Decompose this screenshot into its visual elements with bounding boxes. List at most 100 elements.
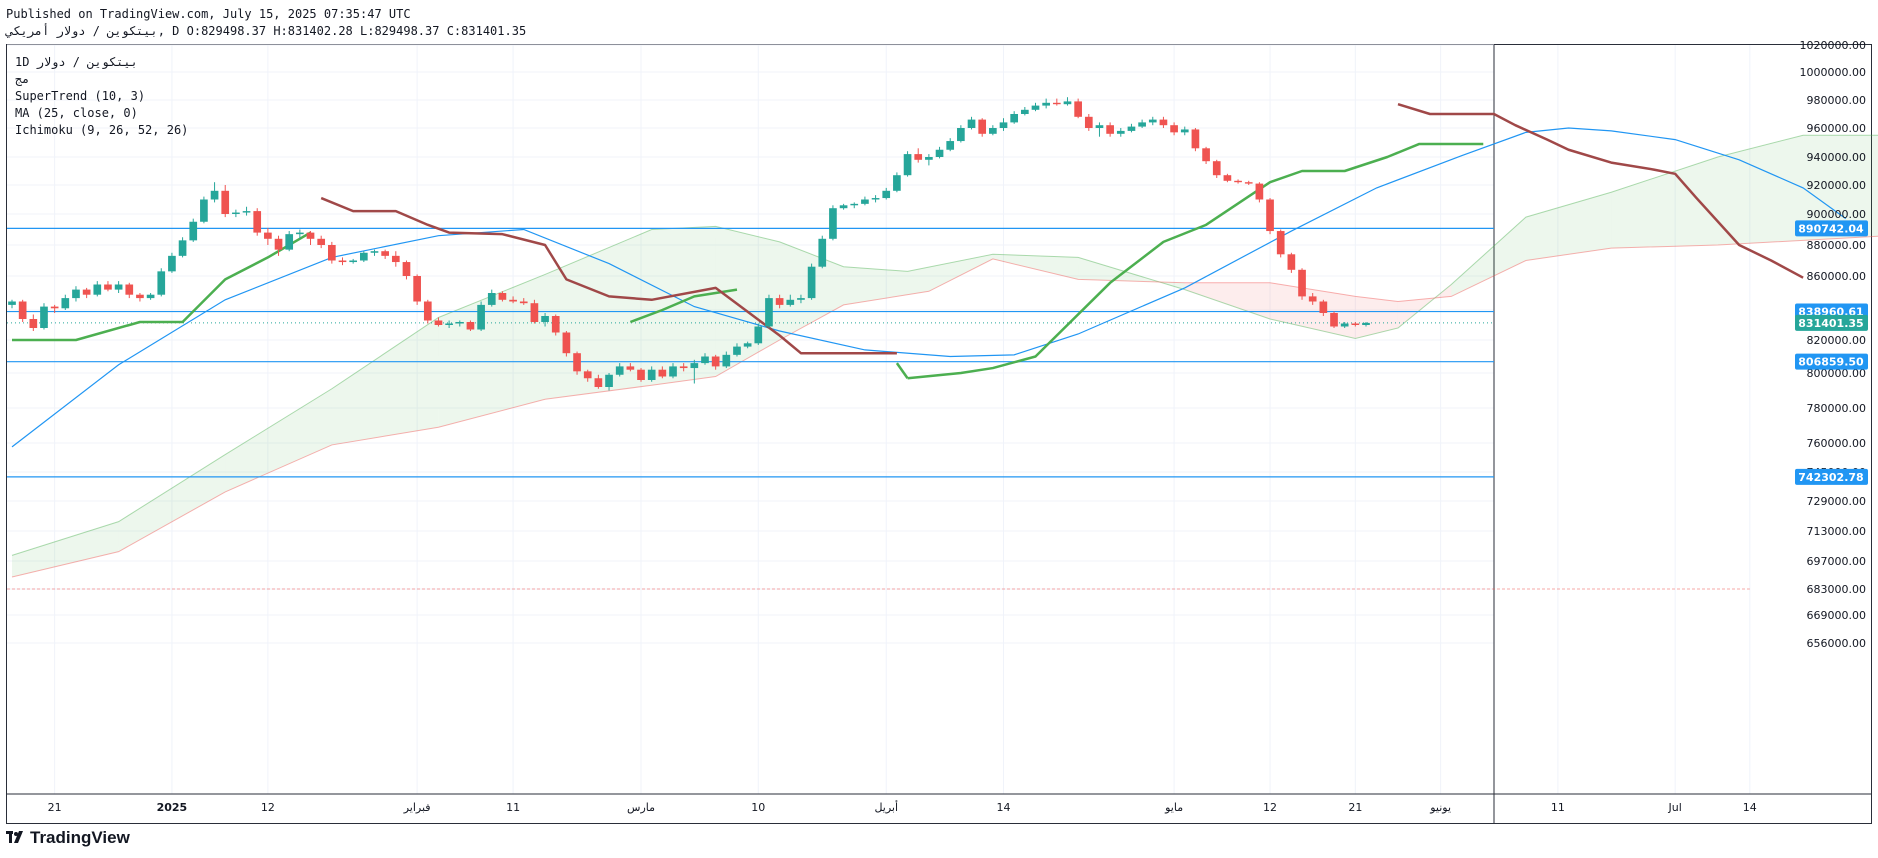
supertrend-up bbox=[629, 288, 738, 324]
y-axis-tick-label: 980000.00 bbox=[1807, 94, 1867, 107]
candle-body bbox=[338, 260, 347, 263]
candle-body bbox=[1351, 323, 1360, 325]
ichimoku-cloud bbox=[1803, 135, 1878, 241]
candle-body bbox=[583, 371, 592, 379]
candle-body bbox=[125, 284, 134, 295]
price-label-box bbox=[1795, 468, 1868, 485]
y-axis-tick-label: 669000.00 bbox=[1807, 609, 1867, 622]
y-axis-tick-label: 760000.00 bbox=[1807, 437, 1867, 450]
x-axis-tick-label: 21 bbox=[1348, 801, 1362, 814]
candle-body bbox=[232, 212, 240, 214]
candle-body bbox=[434, 320, 443, 325]
ichimoku-cloud bbox=[907, 254, 993, 292]
candle-body bbox=[40, 306, 48, 328]
candle-body bbox=[946, 141, 955, 150]
candle-body bbox=[957, 128, 965, 142]
legend-supertrend[interactable]: SuperTrend (10, 3) bbox=[15, 89, 146, 103]
candle-body bbox=[509, 299, 517, 302]
y-axis-tick-label: 820000.00 bbox=[1807, 334, 1867, 347]
ichimoku-cloud bbox=[651, 226, 716, 386]
legend-exchange: مج bbox=[15, 72, 30, 86]
candle-body bbox=[242, 211, 251, 213]
y-axis-tick-label: 920000.00 bbox=[1807, 179, 1867, 192]
candle-body bbox=[530, 303, 539, 322]
candle-body bbox=[104, 284, 112, 290]
candle-body bbox=[605, 374, 613, 387]
candle-body bbox=[221, 190, 230, 214]
tradingview-logo-icon bbox=[6, 831, 23, 843]
candle-body bbox=[1362, 322, 1370, 325]
x-axis-tick-label: مارس bbox=[627, 801, 655, 814]
y-axis-tick-label: 900000.00 bbox=[1807, 208, 1867, 221]
legend-ichimoku[interactable]: Ichimoku (9, 26, 52, 26) bbox=[15, 123, 189, 137]
candle-body bbox=[637, 369, 645, 380]
candle-body bbox=[1340, 323, 1349, 327]
footer-brand-text: TradingView bbox=[30, 828, 130, 847]
candle-body bbox=[1212, 161, 1221, 176]
candle-body bbox=[296, 232, 304, 235]
y-axis-tick-label: 940000.00 bbox=[1807, 151, 1867, 164]
candle-body bbox=[711, 356, 720, 367]
candle-body bbox=[594, 378, 603, 387]
candle-body bbox=[253, 211, 262, 233]
ichimoku-cloud bbox=[1451, 217, 1526, 297]
price-label-text: 806859.50 bbox=[1798, 356, 1864, 369]
x-axis-tick-label: 11 bbox=[506, 801, 520, 814]
candle-body bbox=[1319, 301, 1328, 313]
ichimoku-cloud bbox=[1355, 296, 1398, 339]
candle-body bbox=[903, 154, 912, 176]
ichimoku-cloud bbox=[1184, 282, 1271, 319]
tradingview-logo[interactable]: TradingView bbox=[6, 828, 130, 848]
candle-body bbox=[317, 238, 326, 245]
candle-body bbox=[967, 119, 976, 128]
candle-body bbox=[477, 304, 485, 330]
candle-body bbox=[1234, 180, 1242, 183]
price-chart[interactable]: 1020000.00 1000000.00 980000.00 960000.00 94… bbox=[0, 0, 1878, 828]
candle-body bbox=[402, 262, 411, 276]
ichimoku-cloud bbox=[331, 317, 439, 445]
candle-body bbox=[669, 366, 677, 377]
x-axis-tick-label: أبريل bbox=[874, 800, 898, 814]
candle-body bbox=[615, 366, 624, 375]
candle-body bbox=[733, 346, 741, 355]
ichimoku-cloud bbox=[118, 454, 226, 552]
legend-symbol: 1D بيتكوين / دولار bbox=[15, 55, 138, 69]
x-axis-tick-label: 14 bbox=[1743, 801, 1757, 814]
candle-body bbox=[306, 232, 315, 239]
candle-body bbox=[50, 306, 59, 309]
candle-body bbox=[743, 343, 752, 347]
candle-body bbox=[850, 203, 859, 206]
y-axis-tick-label: 800000.00 bbox=[1807, 367, 1867, 380]
candle-body bbox=[701, 356, 709, 364]
candle-body bbox=[1223, 175, 1232, 181]
x-axis-tick-label: فبراير bbox=[403, 801, 431, 814]
y-axis-tick-label: 960000.00 bbox=[1807, 122, 1867, 135]
candle-body bbox=[839, 205, 848, 209]
x-axis-tick-label: 10 bbox=[751, 801, 765, 814]
candle-body bbox=[573, 353, 581, 372]
x-axis-tick-label: 12 bbox=[261, 801, 275, 814]
candle-body bbox=[391, 255, 400, 263]
candle-body bbox=[1244, 182, 1253, 184]
candle-body bbox=[882, 190, 891, 199]
candle-body bbox=[8, 301, 16, 305]
y-axis-tick-label: 1020000.00 bbox=[1800, 39, 1866, 52]
x-axis-tick-label: مايو bbox=[1164, 801, 1183, 814]
candle-body bbox=[445, 323, 453, 325]
candle-body bbox=[1031, 105, 1040, 110]
candle-body bbox=[861, 199, 869, 204]
symbol-ohlc-line: بيتكوين / دولار أمريكي, D O:829498.37 H:… bbox=[6, 24, 527, 38]
candle-body bbox=[29, 319, 38, 328]
candle-body bbox=[487, 293, 496, 305]
candle-body bbox=[1116, 130, 1125, 134]
ichimoku-span-a bbox=[11, 134, 1878, 556]
candle-body bbox=[871, 198, 880, 200]
x-axis-tick-label: 12 bbox=[1263, 801, 1277, 814]
candle-body bbox=[1298, 269, 1306, 297]
legend-ma[interactable]: MA (25, close, 0) bbox=[15, 106, 138, 120]
candle-body bbox=[1127, 126, 1136, 131]
candle-body bbox=[455, 322, 464, 324]
candle-body bbox=[1106, 125, 1114, 134]
y-axis-tick-label: 713000.00 bbox=[1807, 525, 1867, 538]
candle-body bbox=[381, 251, 389, 256]
